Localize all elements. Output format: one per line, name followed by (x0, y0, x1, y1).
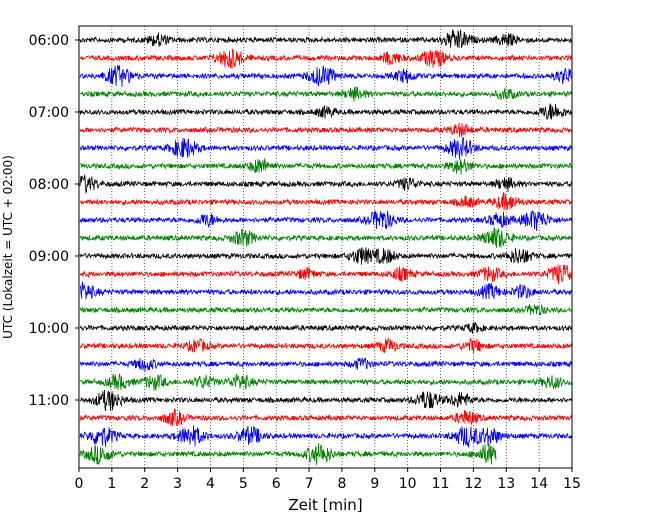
trace-line (79, 408, 573, 427)
trace-line (79, 247, 573, 265)
x-tick-label: 4 (206, 476, 215, 492)
trace-line (79, 64, 573, 87)
y-tick-label: 08:00 (29, 177, 69, 193)
y-axis-label: UTC (Lokalzeit = UTC + 02:00) (1, 155, 15, 339)
y-tick-label: 06:00 (29, 33, 69, 49)
plot-frame (78, 25, 573, 469)
trace-line (79, 303, 573, 316)
trace-line (79, 321, 573, 334)
trace-line (79, 389, 573, 411)
y-tick-label: 10:00 (29, 321, 69, 337)
trace-line (79, 425, 573, 448)
x-tick-label: 8 (337, 476, 346, 492)
trace-line (79, 48, 573, 69)
x-tick-label: 10 (399, 476, 417, 492)
x-tick-label: 6 (272, 476, 281, 492)
x-axis-label: Zeit [min] (288, 496, 362, 514)
trace-line (79, 281, 573, 300)
trace-line (79, 173, 573, 194)
x-tick-label: 2 (140, 476, 149, 492)
x-axis: 0 1 2 3 4 5 6 7 8 9 10 11 12 13 14 15 (75, 468, 581, 492)
trace-line (79, 443, 497, 466)
trace-line (79, 122, 573, 138)
trace-line (79, 157, 573, 175)
x-tick-label: 1 (107, 476, 116, 492)
trace-line (79, 29, 573, 49)
x-tick-label: 13 (497, 476, 515, 492)
trace-line (79, 210, 573, 232)
x-tick-label: 11 (432, 476, 450, 492)
trace-line (79, 357, 573, 372)
trace-line (79, 264, 573, 285)
x-tick-label: 5 (239, 476, 248, 492)
trace-line (79, 337, 573, 353)
x-tick-label: 12 (464, 476, 482, 492)
y-tick-label: 09:00 (29, 249, 69, 265)
trace-line (79, 227, 573, 248)
trace-line (80, 86, 573, 102)
trace-line (79, 136, 573, 160)
x-tick-label: 14 (530, 476, 548, 492)
y-axis: 06:00 07:00 08:00 09:00 10:00 11:00 (29, 33, 79, 409)
x-tick-label: 9 (370, 476, 379, 492)
y-tick-label: 07:00 (29, 105, 69, 121)
x-tick-label: 3 (173, 476, 182, 492)
x-tick-label: 7 (305, 476, 314, 492)
trace-line (79, 103, 573, 120)
x-tick-label: 15 (563, 476, 581, 492)
trace-line (79, 372, 573, 391)
x-tick-label: 0 (75, 476, 84, 492)
trace-line (79, 191, 573, 211)
y-tick-label: 11:00 (29, 393, 69, 409)
traces-layer (79, 29, 573, 466)
